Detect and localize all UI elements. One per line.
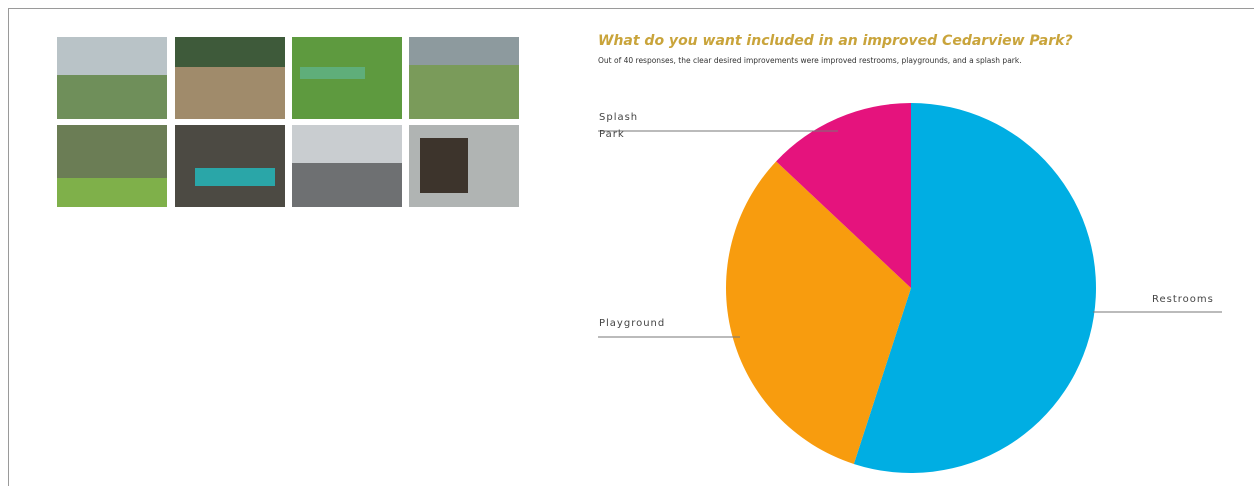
pie-slice [853,103,1096,473]
photo-tables [195,168,275,186]
photo-sky [292,125,402,163]
chart-subtitle: Out of 40 responses, the clear desired i… [598,56,1022,65]
frame [8,8,1254,486]
chart-title: What do you want included in an improved… [598,33,1073,49]
photos [57,37,519,207]
photo-grass [57,178,167,207]
pie-slice [776,103,911,288]
slice-label: Playground [599,318,666,329]
photo-sky [57,37,167,75]
photo-trees [175,37,285,67]
pie-slice [726,161,911,464]
photo-sky [409,37,519,65]
slice-label: Restrooms [1152,294,1214,305]
slice-label: Splash Park [599,112,639,140]
photo [175,125,285,207]
photo-shelter [300,67,365,79]
photo-hut [420,138,468,193]
